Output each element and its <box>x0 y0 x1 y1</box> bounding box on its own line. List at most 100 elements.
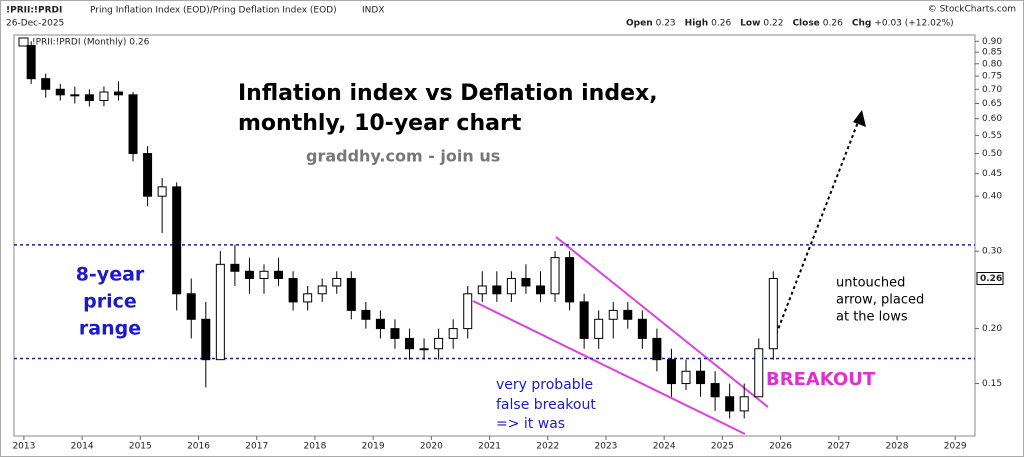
candle-body <box>70 94 80 97</box>
credit: © StockCharts.com <box>928 5 1016 15</box>
y-tick-label: 0.60 <box>982 114 1002 124</box>
x-tick-label: 2021 <box>478 442 501 452</box>
x-tick-label: 2027 <box>827 442 850 452</box>
candle-body <box>113 91 123 96</box>
legend: !PRII:!PRDI (Monthly) 0.26 <box>32 38 150 48</box>
x-tick-label: 2016 <box>187 442 210 452</box>
x-tick-label: 2028 <box>886 442 909 452</box>
x-tick-label: 2017 <box>245 442 268 452</box>
subtitle: graddhy.com - join us <box>306 147 500 166</box>
candle-body <box>332 277 342 287</box>
range-note: range <box>79 318 141 340</box>
candle-body <box>375 318 385 330</box>
candle-body <box>186 293 196 320</box>
candle-body <box>288 277 298 303</box>
title-line: monthly, 10-year chart <box>238 111 522 136</box>
candle-body <box>666 359 676 385</box>
quote: Open 0.23 High 0.26 Low 0.22 Close 0.26 Chg +0.03… <box>626 19 954 29</box>
symbol-name: Pring Inflation Index (EOD)/Pring Deflat… <box>90 6 337 16</box>
arrow-note: untouched <box>836 276 905 291</box>
x-tick-label: 2025 <box>711 442 734 452</box>
symbol: !PRII:!PRDI <box>6 6 62 16</box>
candle-body <box>594 318 604 339</box>
x-tick-label: 2022 <box>536 442 559 452</box>
x-tick-label: 2014 <box>71 442 94 452</box>
false-breakout-note: very probable <box>496 377 593 393</box>
quote-value: 0.22 <box>763 19 783 29</box>
range-note: 8-year <box>76 264 145 286</box>
candle-body <box>99 91 109 102</box>
candle-body <box>143 153 153 197</box>
candle-body <box>346 277 356 311</box>
candle-body <box>696 370 706 385</box>
quote-label: Low <box>740 19 760 29</box>
arrow-note: at the lows <box>836 310 908 325</box>
candle-body <box>448 328 458 339</box>
y-tick-label: 0.30 <box>982 247 1002 257</box>
date: 26-Dec-2025 <box>6 19 64 29</box>
forecast-arrow <box>771 121 859 346</box>
candle-body <box>608 309 618 320</box>
channel-line <box>472 300 746 435</box>
false-breakout-note: => it was <box>496 416 565 432</box>
candle-body <box>463 293 473 330</box>
legend-icon <box>18 37 29 47</box>
arrow-head <box>853 110 866 127</box>
false-breakout-note: false breakout <box>496 397 596 413</box>
title-line: Inflation index vs Deflation index, <box>238 81 658 106</box>
quote-value: 0.26 <box>823 19 843 29</box>
x-tick-label: 2019 <box>362 442 385 452</box>
x-tick-label: 2018 <box>303 442 326 452</box>
candle-body <box>681 370 691 385</box>
candle-body <box>550 257 560 295</box>
y-tick-label: 0.90 <box>982 37 1002 47</box>
last-value-box <box>976 271 1004 285</box>
y-tick-label: 0.50 <box>982 149 1002 159</box>
candle-body <box>274 270 284 279</box>
candle-body <box>405 337 415 350</box>
range-note: price <box>83 291 137 313</box>
x-tick-label: 2029 <box>944 442 967 452</box>
candle-body <box>637 318 647 339</box>
candle-body <box>128 94 138 155</box>
y-tick-label: 0.85 <box>982 48 1002 58</box>
candle-body <box>535 285 545 295</box>
x-tick-label: 2024 <box>653 442 676 452</box>
arrow-note: arrow, placed <box>836 293 924 308</box>
candle-body <box>652 337 662 361</box>
y-tick-label: 0.45 <box>982 169 1002 179</box>
candle-body <box>579 301 589 339</box>
breakout-note: BREAKOUT <box>766 369 876 390</box>
candle-body <box>390 328 400 339</box>
x-tick-label: 2023 <box>595 442 618 452</box>
candle-body <box>26 45 36 80</box>
quote-value: +0.03 (+12.02%) <box>874 19 953 29</box>
candle-body <box>739 396 749 412</box>
quote-label: Chg <box>852 19 871 29</box>
y-tick-label: 0.40 <box>982 192 1002 202</box>
x-tick-label: 2020 <box>420 442 443 452</box>
quote-value: 0.26 <box>711 19 731 29</box>
candle-body <box>84 94 94 102</box>
candle-body <box>477 285 487 295</box>
candle-body <box>521 277 531 287</box>
y-tick-label: 0.15 <box>982 379 1002 389</box>
quote-label: Open <box>626 19 653 29</box>
channel-line <box>555 236 769 408</box>
y-tick-label: 0.70 <box>982 85 1002 95</box>
candle-body <box>259 270 269 279</box>
y-tick-label: 0.55 <box>982 131 1002 141</box>
candle-body <box>244 270 254 279</box>
candle-body <box>419 348 429 351</box>
candle-body <box>41 78 51 90</box>
y-tick-label: 0.20 <box>982 324 1002 334</box>
candle-body <box>55 88 65 96</box>
candle-body <box>710 383 720 398</box>
candle-body <box>506 277 516 295</box>
candle-body <box>768 277 778 350</box>
candle-body <box>565 257 575 303</box>
candle-body <box>434 337 444 350</box>
candle-body <box>492 285 502 295</box>
candle-body <box>215 263 225 361</box>
